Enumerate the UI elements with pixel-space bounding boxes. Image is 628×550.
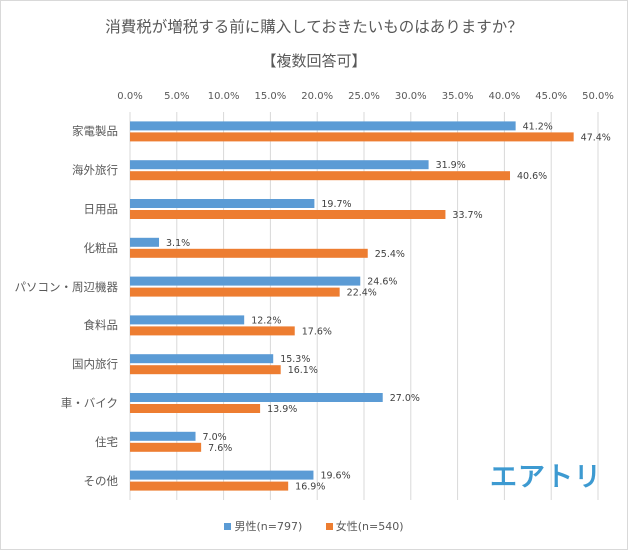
bar-male[interactable] xyxy=(130,276,361,286)
legend-item-male[interactable]: 男性(n=797) xyxy=(224,518,302,534)
x-tick-label: 10.0% xyxy=(207,91,240,102)
bar-male[interactable] xyxy=(130,237,160,247)
data-label-female: 47.4% xyxy=(581,132,611,143)
data-label-female: 25.4% xyxy=(375,249,405,260)
data-label-female: 16.9% xyxy=(295,482,325,493)
x-tick-label: 35.0% xyxy=(441,91,474,102)
category-label: その他 xyxy=(83,473,119,488)
data-label-male: 24.6% xyxy=(367,277,397,288)
x-tick-label: 0.0% xyxy=(117,91,143,102)
bar-male[interactable] xyxy=(130,315,245,325)
data-label-female: 16.1% xyxy=(288,365,318,376)
data-label-male: 27.0% xyxy=(390,393,420,404)
data-label-male: 3.1% xyxy=(166,238,190,249)
legend-label-male: 男性(n=797) xyxy=(234,520,303,533)
x-tick-label: 50.0% xyxy=(582,91,614,102)
category-label: 車・バイク xyxy=(60,396,118,410)
data-label-male: 19.6% xyxy=(320,471,350,482)
category-label: 住宅 xyxy=(95,434,118,449)
data-label-female: 13.9% xyxy=(267,404,297,415)
category-label: 家電製品 xyxy=(72,124,118,139)
bar-female[interactable] xyxy=(130,171,511,181)
bar-female[interactable] xyxy=(130,326,295,336)
chart-subtitle: 【複数回答可】 xyxy=(261,52,367,70)
legend-label-female: 女性(n=540) xyxy=(335,520,404,533)
bar-female[interactable] xyxy=(130,248,368,258)
legend: 男性(n=797) 女性(n=540) xyxy=(0,518,628,534)
data-label-male: 12.2% xyxy=(251,315,281,326)
bar-female[interactable] xyxy=(130,365,281,375)
x-tick-label: 15.0% xyxy=(254,91,287,102)
bar-female[interactable] xyxy=(130,404,261,413)
bar-male[interactable] xyxy=(130,160,429,170)
legend-item-female[interactable]: 女性(n=540) xyxy=(325,518,404,534)
data-label-female: 40.6% xyxy=(517,171,547,182)
x-tick-label: 5.0% xyxy=(164,91,190,102)
bar-female[interactable] xyxy=(130,287,340,297)
category-label: 国内旅行 xyxy=(72,357,118,372)
category-label: 食料品 xyxy=(83,318,119,333)
bar-female[interactable] xyxy=(130,210,446,219)
bar-male[interactable] xyxy=(130,431,196,441)
bar-male[interactable] xyxy=(130,121,516,131)
data-label-male: 15.3% xyxy=(280,354,310,365)
data-label-male: 31.9% xyxy=(436,160,466,171)
data-label-male: 41.2% xyxy=(523,121,553,132)
bar-female[interactable] xyxy=(130,481,289,491)
x-tick-label: 20.0% xyxy=(301,91,334,102)
x-tick-label: 25.0% xyxy=(348,91,380,102)
category-label: 化粧品 xyxy=(83,240,119,255)
x-tick-label: 40.0% xyxy=(488,91,521,102)
bar-male[interactable] xyxy=(130,470,314,480)
data-label-male: 19.7% xyxy=(321,199,351,210)
legend-swatch-female xyxy=(325,523,333,530)
x-tick-label: 45.0% xyxy=(535,91,568,102)
data-label-female: 33.7% xyxy=(452,210,482,221)
airtrip-logo: エアトリ xyxy=(490,462,602,493)
bar-female[interactable] xyxy=(130,132,574,142)
category-label: 日用品 xyxy=(83,202,119,216)
category-label: パソコン・周辺機器 xyxy=(14,279,119,294)
data-label-male: 7.0% xyxy=(203,432,227,443)
data-label-female: 7.6% xyxy=(208,443,232,454)
data-label-female: 22.4% xyxy=(347,288,377,299)
category-label: 海外旅行 xyxy=(72,163,118,178)
bar-female[interactable] xyxy=(130,442,202,452)
chart-title: 消費税が増税する前に購入しておきたいものはありますか？ xyxy=(105,18,523,36)
bar-male[interactable] xyxy=(130,199,315,208)
legend-swatch-male xyxy=(224,523,232,530)
x-tick-label: 30.0% xyxy=(394,91,427,102)
bar-male[interactable] xyxy=(130,393,383,402)
data-label-female: 17.6% xyxy=(302,326,332,337)
bar-male[interactable] xyxy=(130,354,274,364)
